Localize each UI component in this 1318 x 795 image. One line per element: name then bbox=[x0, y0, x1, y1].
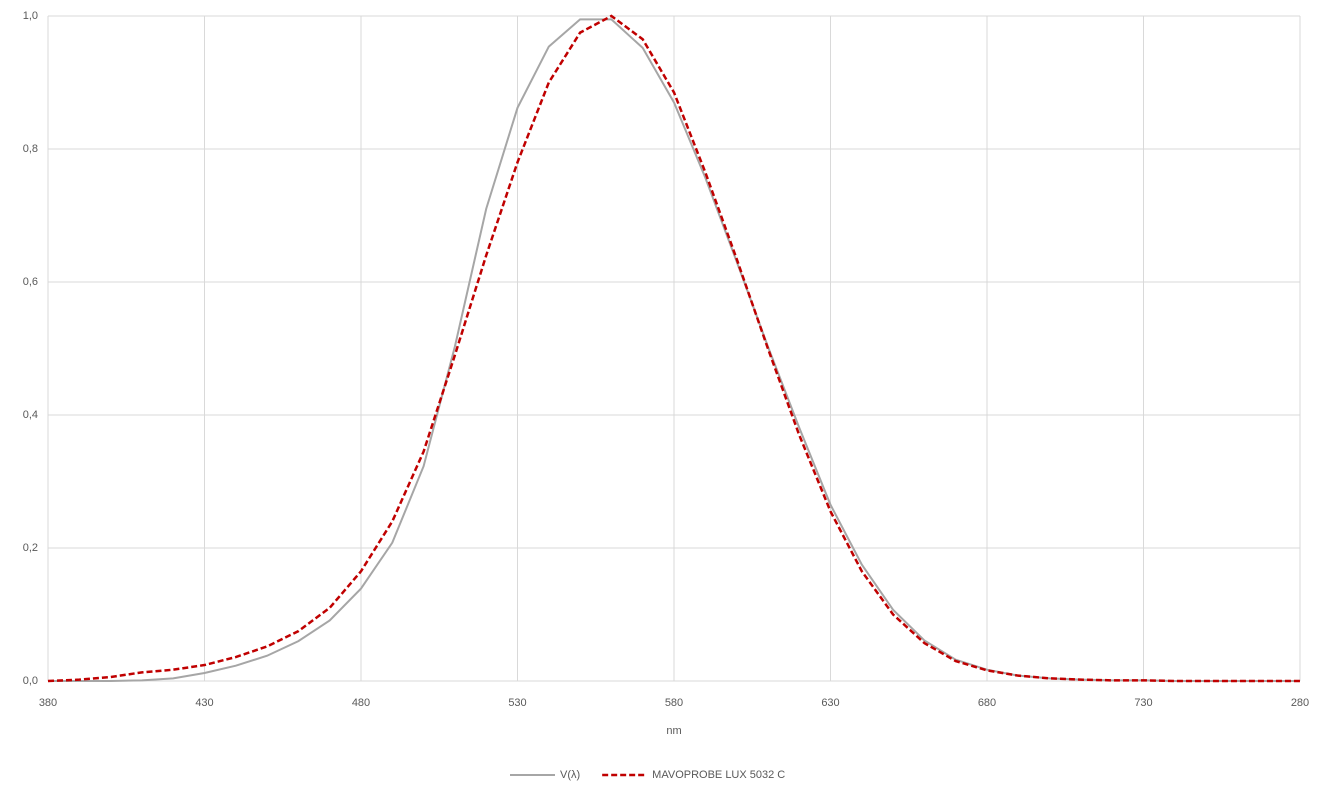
y-tick-label: 0,4 bbox=[23, 409, 38, 421]
y-tick-label: 0,6 bbox=[23, 276, 38, 288]
series-line bbox=[47, 14, 1300, 683]
x-tick-label: 530 bbox=[508, 697, 526, 709]
x-tick-label: 480 bbox=[352, 697, 370, 709]
x-tick-label: 630 bbox=[821, 697, 839, 709]
legend-label: MAVOPROBE LUX 5032 C bbox=[652, 769, 785, 781]
y-tick-label: 0,8 bbox=[23, 143, 38, 155]
y-tick-label: 0,0 bbox=[23, 675, 38, 687]
x-tick-label: 730 bbox=[1134, 697, 1152, 709]
x-tick-label: 680 bbox=[978, 697, 996, 709]
x-axis-label: nm bbox=[666, 725, 681, 737]
y-tick-label: 1,0 bbox=[23, 10, 38, 22]
x-tick-label: 380 bbox=[39, 697, 57, 709]
x-tick-label: 280 bbox=[1291, 697, 1309, 709]
y-tick-label: 0,2 bbox=[23, 542, 38, 554]
legend-label: V(λ) bbox=[560, 769, 580, 781]
x-tick-label: 430 bbox=[195, 697, 213, 709]
x-tick-label: 580 bbox=[665, 697, 683, 709]
